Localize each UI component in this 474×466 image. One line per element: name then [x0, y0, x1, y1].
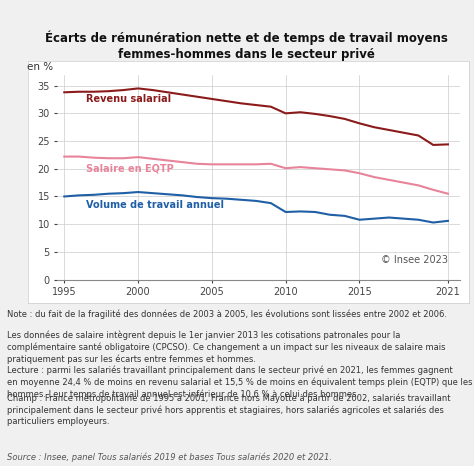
Text: en %: en %	[27, 62, 53, 72]
Text: Les données de salaire intègrent depuis le 1er janvier 2013 les cotisations patr: Les données de salaire intègrent depuis …	[7, 331, 446, 364]
Text: © Insee 2023: © Insee 2023	[381, 255, 447, 265]
Text: Note : du fait de la fragilité des données de 2003 à 2005, les évolutions sont l: Note : du fait de la fragilité des donné…	[7, 310, 447, 319]
Text: Salaire en EQTP: Salaire en EQTP	[86, 164, 174, 173]
Text: Champ : France métropolitaine de 1995 à 2001, France hors Mayotte à partir de 20: Champ : France métropolitaine de 1995 à …	[7, 394, 451, 426]
Text: Source : Insee, panel Tous salariés 2019 et bases Tous salariés 2020 et 2021.: Source : Insee, panel Tous salariés 2019…	[7, 453, 332, 462]
Text: Lecture : parmi les salariés travaillant principalement dans le secteur privé en: Lecture : parmi les salariés travaillant…	[7, 366, 473, 399]
Text: Volume de travail annuel: Volume de travail annuel	[86, 199, 224, 210]
Text: Revenu salarial: Revenu salarial	[86, 94, 172, 104]
Text: Écarts de rémunération nette et de temps de travail moyens
femmes-hommes dans le: Écarts de rémunération nette et de temps…	[45, 30, 448, 61]
